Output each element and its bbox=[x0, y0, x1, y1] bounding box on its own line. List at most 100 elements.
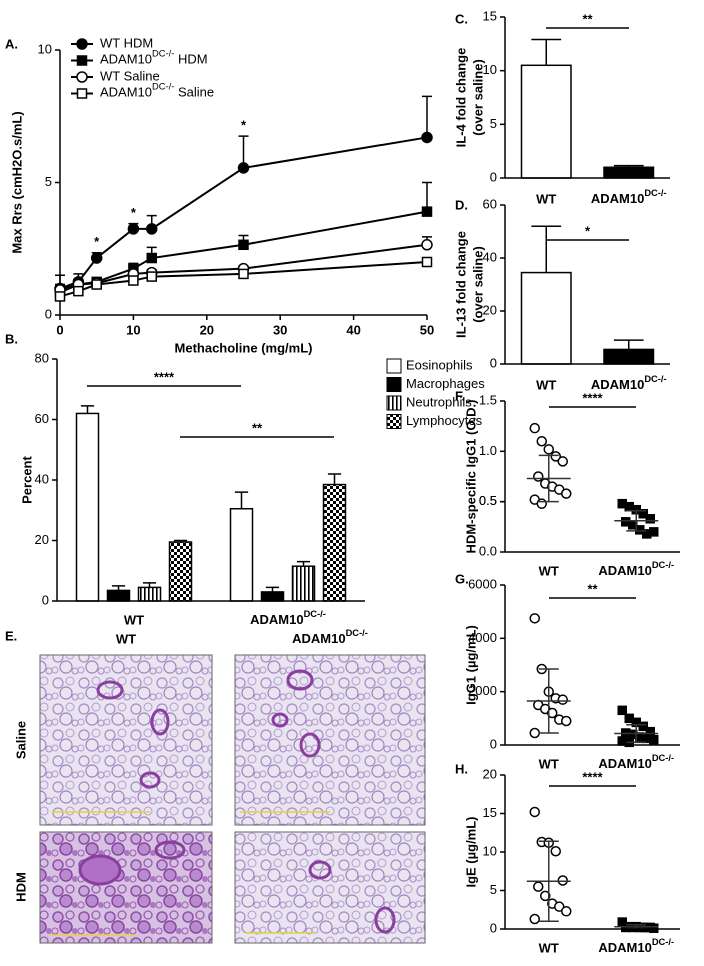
y-tick-label: 0 bbox=[42, 592, 49, 607]
x-tick-label: 0 bbox=[56, 322, 63, 337]
significance-label: * bbox=[585, 223, 591, 238]
x-tick-label: WT bbox=[539, 940, 559, 955]
y-axis-label: (over saline) bbox=[470, 246, 485, 323]
error-bar bbox=[296, 560, 311, 567]
annotation: * bbox=[94, 234, 100, 249]
y-tick-label: 4000 bbox=[468, 630, 497, 645]
superscript: DC-/- bbox=[652, 560, 674, 570]
y-tick-label: 20 bbox=[483, 766, 497, 781]
bar bbox=[520, 271, 572, 365]
marker bbox=[76, 38, 88, 50]
significance-label: ** bbox=[587, 581, 598, 596]
y-axis-label: IL-4 fold change bbox=[453, 48, 468, 148]
marker bbox=[561, 906, 572, 917]
marker bbox=[421, 256, 433, 268]
significance-label: ** bbox=[252, 420, 263, 435]
marker bbox=[146, 223, 158, 235]
y-tick-label: 60 bbox=[35, 411, 49, 426]
annotation: * bbox=[241, 118, 247, 133]
bar bbox=[137, 586, 162, 602]
y-tick-label: 10 bbox=[38, 41, 52, 56]
text-run: ADAM10 bbox=[598, 940, 651, 955]
row-label: HDM bbox=[13, 872, 28, 902]
error-bar bbox=[531, 225, 562, 273]
x-tick-label: ADAM10DC-/- bbox=[591, 374, 667, 392]
panel-label: F. bbox=[455, 388, 465, 403]
panel-label: B. bbox=[5, 331, 18, 346]
significance-label: **** bbox=[582, 390, 603, 405]
marker bbox=[76, 88, 88, 99]
error-bar bbox=[531, 38, 562, 66]
superscript: DC-/- bbox=[346, 628, 368, 638]
image-adam-hdm bbox=[234, 831, 426, 944]
text-run: ADAM10 bbox=[598, 756, 651, 771]
bar bbox=[229, 507, 254, 602]
column-label: ADAM10DC-/- bbox=[292, 628, 368, 646]
marker bbox=[238, 268, 249, 280]
marker bbox=[529, 613, 540, 624]
y-axis-label: IgG1 (µg/mL) bbox=[463, 625, 478, 705]
marker bbox=[238, 239, 249, 251]
marker bbox=[550, 451, 561, 462]
y-tick-label: 5 bbox=[490, 882, 497, 897]
legend-label: Neutrophils bbox=[406, 394, 472, 409]
annotation: * bbox=[131, 205, 137, 220]
marker bbox=[146, 271, 157, 282]
legend-label: Eosinophils bbox=[406, 357, 473, 372]
x-tick-label: 30 bbox=[273, 322, 287, 337]
marker bbox=[237, 162, 250, 174]
row-label: Saline bbox=[13, 721, 28, 759]
y-tick-label: 20 bbox=[35, 532, 49, 547]
y-tick-label: 0.5 bbox=[479, 493, 497, 508]
y-axis-label: Percent bbox=[19, 455, 34, 503]
bar bbox=[260, 591, 285, 602]
y-tick-label: 80 bbox=[35, 350, 49, 365]
y-tick-label: 0 bbox=[45, 306, 52, 321]
bar bbox=[291, 565, 316, 602]
text-run: HDM bbox=[174, 52, 207, 67]
sd-bar bbox=[626, 509, 647, 532]
y-tick-label: 1.0 bbox=[479, 443, 497, 458]
marker bbox=[73, 285, 84, 297]
superscript: DC-/- bbox=[644, 374, 666, 384]
marker bbox=[536, 436, 547, 447]
marker bbox=[638, 721, 648, 732]
marker bbox=[529, 727, 540, 739]
text-run: ADAM10 bbox=[598, 563, 651, 578]
x-tick-label: ADAM10DC-/- bbox=[598, 753, 674, 771]
x-tick-label: WT bbox=[124, 612, 144, 627]
bar bbox=[168, 541, 193, 602]
superscript: DC-/- bbox=[304, 609, 326, 619]
x-axis-label: Methacholine (mg/mL) bbox=[175, 340, 313, 355]
marker bbox=[76, 55, 88, 66]
y-tick-label: 0.0 bbox=[479, 543, 497, 558]
significance-label: **** bbox=[154, 369, 175, 384]
y-tick-label: 0 bbox=[490, 736, 497, 751]
bar bbox=[603, 348, 655, 365]
text-run: ADAM10 bbox=[292, 631, 345, 646]
x-tick-label: 20 bbox=[200, 322, 214, 337]
error-bar bbox=[80, 405, 95, 414]
legend-label: WT HDM bbox=[100, 35, 153, 50]
marker bbox=[421, 239, 433, 251]
y-tick-label: 0 bbox=[490, 169, 497, 184]
text-run: ADAM10 bbox=[100, 85, 152, 100]
y-axis-label: IL-13 fold change bbox=[453, 231, 468, 338]
text-run: Saline bbox=[174, 85, 214, 100]
x-tick-label: WT bbox=[536, 377, 556, 392]
x-tick-label: 50 bbox=[420, 322, 434, 337]
marker bbox=[561, 488, 572, 499]
marker bbox=[649, 923, 659, 933]
sd-bar bbox=[538, 668, 559, 734]
legend-label: WT Saline bbox=[100, 68, 160, 83]
error-bar bbox=[265, 586, 280, 592]
error-bar bbox=[422, 95, 432, 138]
bar bbox=[106, 589, 131, 602]
marker bbox=[91, 279, 102, 290]
legend-label: ADAM10DC-/- HDM bbox=[100, 49, 208, 67]
x-tick-label: ADAM10DC-/- bbox=[598, 560, 674, 578]
significance-label: ** bbox=[582, 11, 593, 26]
marker bbox=[54, 291, 66, 302]
error-bar bbox=[613, 339, 644, 350]
